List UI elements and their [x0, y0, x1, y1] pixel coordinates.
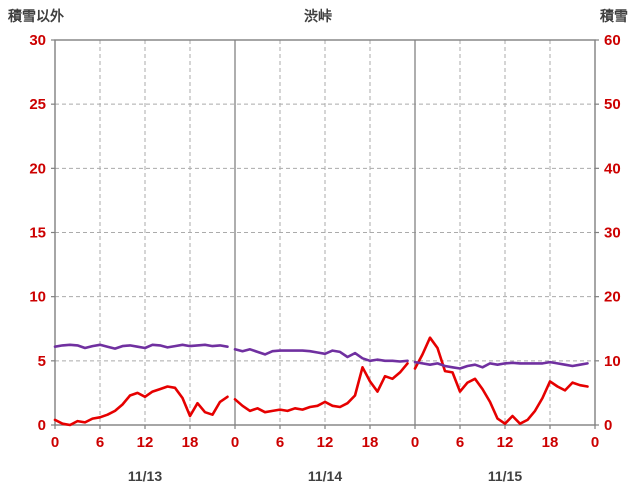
x-axis-hour-label: 0: [231, 434, 239, 451]
left-axis-tick-label: 5: [38, 353, 46, 370]
right-axis-tick-label: 30: [604, 225, 621, 242]
series-line-sekisetsu-igai: [53, 385, 229, 427]
series-line-sekisetsu: [233, 347, 409, 363]
right-axis-tick-label: 20: [604, 289, 621, 306]
chart-title: 渋峠: [304, 8, 332, 24]
x-axis-hour-label: 0: [591, 434, 599, 451]
series-line-sekisetsu: [413, 360, 589, 370]
left-axis-tick-label: 20: [29, 160, 46, 177]
x-axis-date-label: 11/15: [488, 468, 522, 484]
x-axis-hour-label: 18: [362, 434, 379, 451]
x-axis-hour-label: 6: [276, 434, 284, 451]
x-axis-hour-label: 12: [137, 434, 154, 451]
series-line-sekisetsu: [53, 343, 229, 350]
right-axis-tick-label: 0: [604, 417, 612, 434]
series-line-sekisetsu-igai: [413, 336, 589, 426]
right-axis-tick-label: 50: [604, 96, 621, 113]
series-line-sekisetsu-igai: [233, 362, 409, 414]
x-axis-hour-label: 18: [542, 434, 559, 451]
right-axis-tick-label: 40: [604, 160, 621, 177]
x-axis-date-label: 11/14: [308, 468, 342, 484]
right-axis-title: 積雪: [600, 8, 628, 24]
x-axis-hour-label: 0: [51, 434, 59, 451]
left-axis-tick-label: 25: [29, 96, 46, 113]
x-axis-hour-label: 12: [497, 434, 514, 451]
left-axis-tick-label: 10: [29, 289, 46, 306]
x-axis-hour-label: 12: [317, 434, 334, 451]
left-axis-tick-label: 30: [29, 32, 46, 49]
x-axis-hour-label: 0: [411, 434, 419, 451]
x-axis-hour-label: 6: [456, 434, 464, 451]
x-axis-hour-label: 6: [96, 434, 104, 451]
left-axis-tick-label: 15: [29, 225, 46, 242]
x-axis-date-label: 11/13: [128, 468, 162, 484]
right-axis-tick-label: 10: [604, 353, 621, 370]
x-axis-hour-label: 18: [182, 434, 199, 451]
left-axis-tick-label: 0: [38, 417, 46, 434]
right-axis-tick-label: 60: [604, 32, 621, 49]
left-axis-title: 積雪以外: [8, 8, 64, 24]
